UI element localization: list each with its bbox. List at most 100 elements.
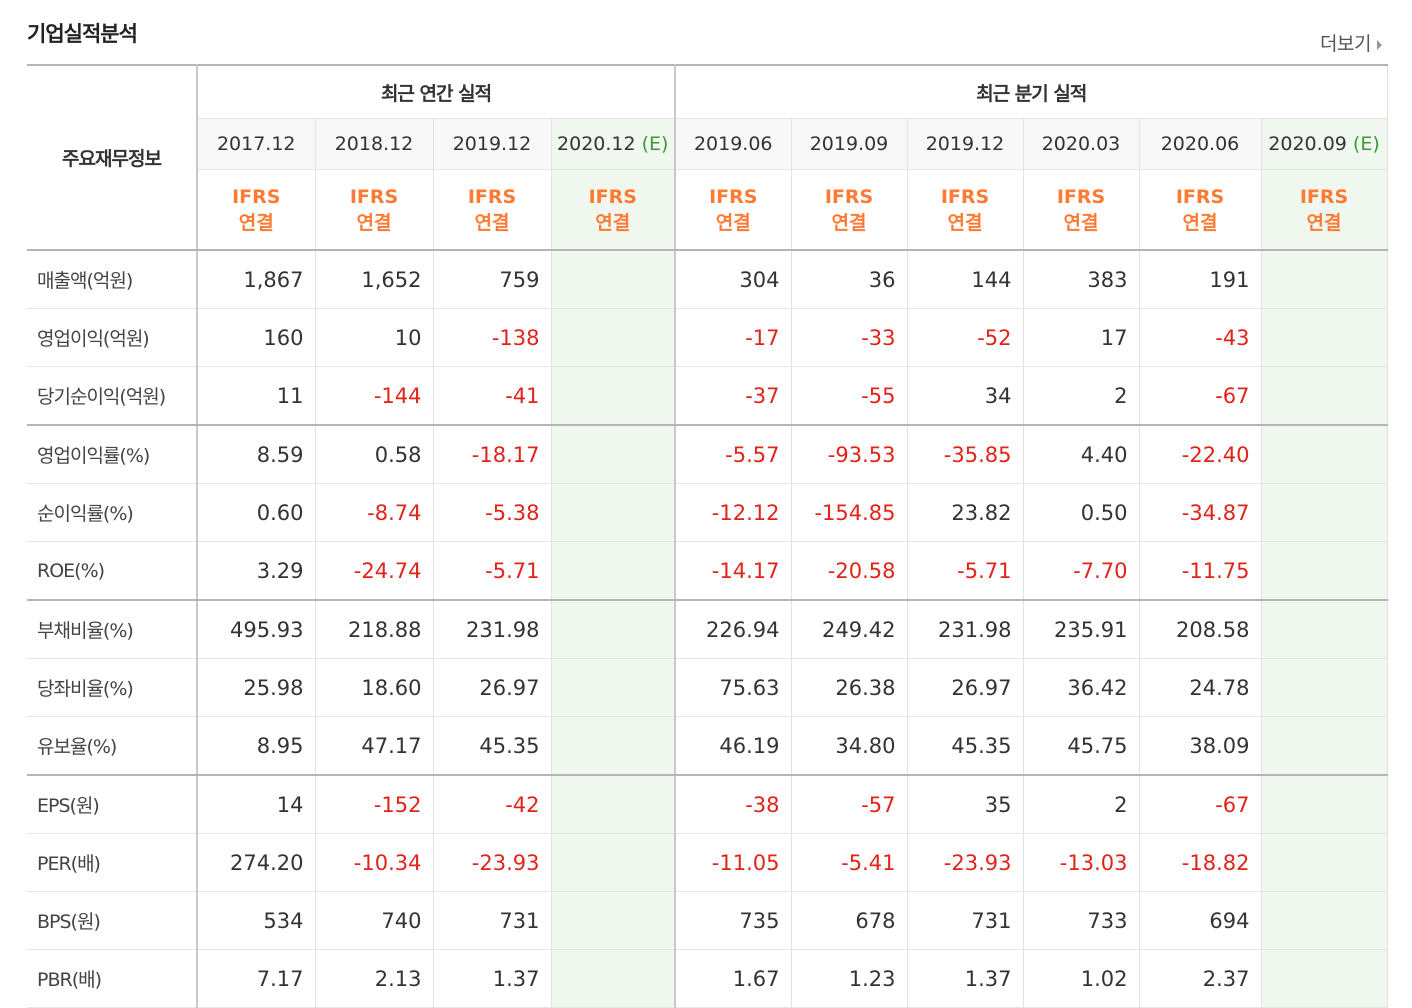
table-cell: 495.93 bbox=[197, 600, 316, 659]
table-cell: 10 bbox=[315, 308, 434, 367]
table-cell bbox=[1261, 425, 1388, 484]
table-cell: 144 bbox=[907, 250, 1024, 309]
consolidated-label: 연결 bbox=[1063, 211, 1099, 234]
period-header: 2017.12 bbox=[197, 118, 316, 170]
table-cell bbox=[551, 775, 676, 834]
table-cell: 740 bbox=[315, 891, 434, 950]
table-cell: 3.29 bbox=[197, 541, 316, 601]
ifrs-label: IFRS bbox=[1175, 185, 1225, 208]
table-cell: 191 bbox=[1139, 250, 1262, 309]
ifrs-label: IFRS bbox=[232, 185, 281, 208]
table-cell: 11 bbox=[197, 366, 316, 426]
ifrs-label: IFRS bbox=[1299, 185, 1349, 208]
consolidated-label: 연결 bbox=[1306, 211, 1342, 234]
table-row: EPS(원) 14 -152 -42 -38 -57 35 2 -67 bbox=[27, 775, 1388, 834]
table-cell: 735 bbox=[675, 891, 792, 950]
row-label: 순이익률(%) bbox=[27, 483, 198, 542]
table-cell: -7.70 bbox=[1023, 541, 1140, 601]
table-cell: 45.75 bbox=[1023, 716, 1140, 776]
period-label: 2019.06 bbox=[693, 133, 773, 155]
row-header-label: 주요재무정보 bbox=[27, 65, 198, 251]
table-cell: -67 bbox=[1139, 775, 1262, 834]
table-cell: -11.05 bbox=[675, 833, 792, 892]
table-cell: -13.03 bbox=[1023, 833, 1140, 892]
ifrs-header: IFRS 연결 bbox=[197, 169, 316, 251]
table-cell bbox=[1261, 483, 1388, 542]
table-cell: -37 bbox=[675, 366, 792, 426]
ifrs-header: IFRS 연결 bbox=[315, 169, 434, 251]
row-label: 부채비율(%) bbox=[27, 600, 198, 659]
table-cell: -33 bbox=[791, 308, 908, 367]
table-cell bbox=[551, 600, 676, 659]
more-link[interactable]: 더보기 bbox=[1320, 29, 1382, 56]
consolidated-label: 연결 bbox=[715, 211, 751, 234]
table-cell: -57 bbox=[791, 775, 908, 834]
consolidated-label: 연결 bbox=[238, 211, 274, 234]
ifrs-label: IFRS bbox=[940, 185, 990, 208]
table-cell: 2 bbox=[1023, 366, 1140, 426]
table-cell: 208.58 bbox=[1139, 600, 1262, 659]
table-cell: 23.82 bbox=[907, 483, 1024, 542]
table-cell: 226.94 bbox=[675, 600, 792, 659]
table-cell: -5.41 bbox=[791, 833, 908, 892]
table-cell: 218.88 bbox=[315, 600, 434, 659]
table-cell: 274.20 bbox=[197, 833, 316, 892]
table-cell: -14.17 bbox=[675, 541, 792, 601]
table-cell: 1.67 bbox=[675, 949, 792, 1008]
row-label: 당좌비율(%) bbox=[27, 658, 198, 717]
table-cell: 24.78 bbox=[1139, 658, 1262, 717]
table-cell: 694 bbox=[1139, 891, 1262, 950]
table-row: 매출액(억원) 1,867 1,652 759 304 36 144 383 191 bbox=[27, 250, 1388, 309]
period-label: 2020.09 bbox=[1268, 133, 1347, 155]
table-cell: 1.37 bbox=[907, 949, 1024, 1008]
ifrs-header: IFRS 연결 bbox=[791, 169, 908, 251]
quarter-group-header: 최근 분기 실적 bbox=[675, 65, 1388, 119]
table-cell: -42 bbox=[433, 775, 552, 834]
table-cell bbox=[551, 425, 676, 484]
table-cell bbox=[1261, 716, 1388, 776]
table-cell: -20.58 bbox=[791, 541, 908, 601]
table-cell: 36.42 bbox=[1023, 658, 1140, 717]
table-cell bbox=[1261, 600, 1388, 659]
table-cell: -34.87 bbox=[1139, 483, 1262, 542]
table-cell: -67 bbox=[1139, 366, 1262, 426]
table-cell: -5.57 bbox=[675, 425, 792, 484]
chevron-right-icon bbox=[1377, 39, 1382, 50]
table-cell: 36 bbox=[791, 250, 908, 309]
table-cell: 8.95 bbox=[197, 716, 316, 776]
table-cell: 1.23 bbox=[791, 949, 908, 1008]
period-header: 2019.09 bbox=[791, 118, 908, 170]
table-row: 당좌비율(%) 25.98 18.60 26.97 75.63 26.38 26.97 36.… bbox=[27, 658, 1388, 717]
consolidated-label: 연결 bbox=[595, 211, 631, 234]
table-cell: 1.37 bbox=[433, 949, 552, 1008]
table-cell: -52 bbox=[907, 308, 1024, 367]
table-cell: 2.37 bbox=[1139, 949, 1262, 1008]
consolidated-label: 연결 bbox=[1182, 211, 1218, 234]
table-cell bbox=[1261, 250, 1388, 309]
consolidated-label: 연결 bbox=[947, 211, 983, 234]
table-row: 순이익률(%) 0.60 -8.74 -5.38 -12.12 -154.85 23.82 0… bbox=[27, 483, 1388, 542]
table-cell: -43 bbox=[1139, 308, 1262, 367]
ifrs-header: IFRS 연결 bbox=[1139, 169, 1262, 251]
period-label: 2019.12 bbox=[452, 133, 532, 155]
ifrs-label: IFRS bbox=[709, 185, 758, 208]
estimate-mark: (E) bbox=[635, 133, 669, 155]
ifrs-label: IFRS bbox=[1056, 185, 1106, 208]
row-label: 매출액(억원) bbox=[27, 250, 198, 309]
table-cell: 231.98 bbox=[907, 600, 1024, 659]
table-cell: 249.42 bbox=[791, 600, 908, 659]
table-cell: 25.98 bbox=[197, 658, 316, 717]
table-cell: -12.12 bbox=[675, 483, 792, 542]
consolidated-label: 연결 bbox=[356, 211, 392, 234]
table-cell bbox=[1261, 658, 1388, 717]
table-cell: 731 bbox=[907, 891, 1024, 950]
table-cell: 7.17 bbox=[197, 949, 316, 1008]
table-row: BPS(원) 534 740 731 735 678 731 733 694 bbox=[27, 891, 1388, 950]
table-cell bbox=[1261, 775, 1388, 834]
table-cell: 26.97 bbox=[907, 658, 1024, 717]
table-cell bbox=[551, 366, 676, 426]
table-cell: 18.60 bbox=[315, 658, 434, 717]
table-cell: -10.34 bbox=[315, 833, 434, 892]
period-header: 2019.12 bbox=[907, 118, 1024, 170]
table-cell: 2.13 bbox=[315, 949, 434, 1008]
